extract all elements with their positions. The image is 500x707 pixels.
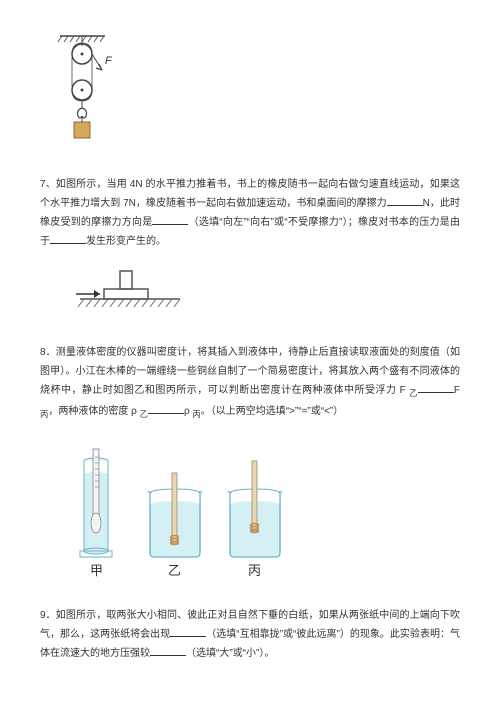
q7-p4: 发生形变产生的。 [86,236,166,247]
sub-bing-2: 丙 [192,409,200,419]
q7-number: 7、 [40,179,56,190]
q8-p2: F [454,385,460,396]
force-label: F [105,55,113,67]
blank-friction-value [387,194,423,206]
beaker-yi: 乙 [148,473,202,578]
question-8: 8．测量液体密度的仪器叫密度计，将其插入到液体中，待静止后直接读取液面处的刻度值… [40,343,460,423]
q8-p5: 。（以上两空均选填“>”“=”或“<”） [201,406,344,417]
figure-pulley: F [50,30,460,155]
q9-number: 9． [40,610,56,621]
figure-block [70,265,460,325]
sub-yi-1: 乙 [409,388,418,398]
q8-number: 8． [40,347,56,358]
cylinder-jia: 甲 [80,449,112,578]
sub-yi-2: 乙 [140,409,148,419]
figure-density: 甲 乙 [70,443,460,588]
blank-force-compare [418,381,454,393]
blank-density-compare [148,402,184,414]
question-7: 7、如图所示，当用 4N 的水平推力推着书，书上的橡皮随书一起向右做匀速直线运动… [40,175,460,251]
pulley-svg: F [50,30,130,150]
question-9: 9．如图所示，取两张大小相同、彼此正对且自然下垂的白纸，如果从两张纸中间的上端向… [40,606,460,663]
q8-p1: 测量液体密度的仪器叫密度计，将其插入到液体中，待静止后直接读取液面处的刻度值（如… [40,347,460,396]
blank-paper [170,625,206,637]
label-jia: 甲 [90,563,103,578]
q8-p3: ，两种液体的密度 ρ [48,406,136,417]
block-svg [70,265,190,320]
blank-pressure [150,644,186,656]
beaker-bing: 丙 [228,461,282,578]
density-svg: 甲 乙 [70,443,310,583]
blank-friction-dir [152,213,188,225]
label-yi: 乙 [168,563,181,578]
label-bing: 丙 [248,563,261,578]
q9-p3: （选填“大”或“小”）。 [186,648,274,659]
blank-deform [50,232,86,244]
